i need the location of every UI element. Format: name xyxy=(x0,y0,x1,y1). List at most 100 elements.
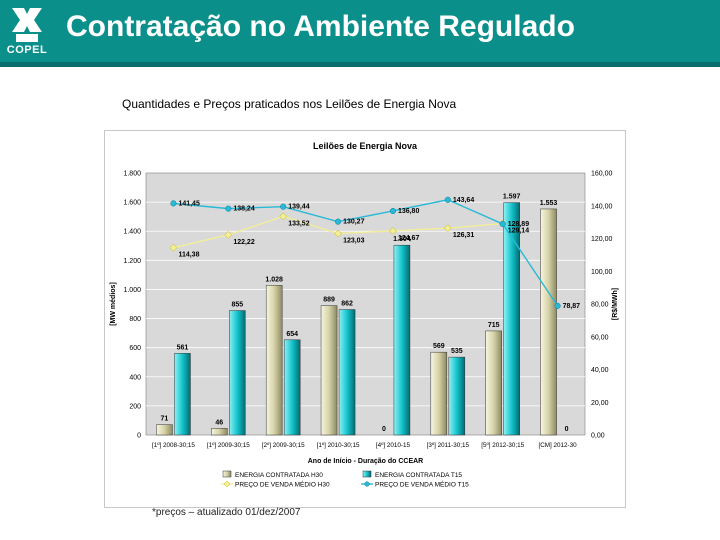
price-t15-point xyxy=(335,218,342,225)
y2-tick-label: 20,00 xyxy=(591,400,609,407)
price-h30-point xyxy=(334,229,342,238)
price-h30-label: 114,38 xyxy=(178,252,199,259)
header-divider xyxy=(0,62,720,67)
price-h30-label: 126,31 xyxy=(453,232,475,239)
y-tick-label: 0 xyxy=(137,433,141,440)
y-tick-label: 200 xyxy=(129,403,141,410)
price-t15-label: 141,45 xyxy=(178,200,200,207)
price-h30-point xyxy=(389,226,397,235)
chart-frame: Leilões de Energia Nova 0 200 400 600 800 1.00… xyxy=(104,130,626,508)
y-tick-label: 1.200 xyxy=(123,258,141,265)
price-h30-point xyxy=(169,243,178,252)
price-t15-label: 139,44 xyxy=(288,204,310,211)
price-h30-label: 122,22 xyxy=(233,239,255,246)
price-t15-label: 128,89 xyxy=(508,221,530,228)
y2-tick-label: 160,00 xyxy=(591,171,613,178)
data-label-t15: 654 xyxy=(286,331,298,338)
bar-h30 xyxy=(265,285,283,436)
bar-h30 xyxy=(211,428,228,436)
copel-logo-icon xyxy=(12,8,42,42)
x-category-label: [5º] 2012-30;15 xyxy=(481,442,524,449)
data-label-t15: 862 xyxy=(341,301,353,308)
data-label-t15: 561 xyxy=(177,344,189,351)
bar-t15 xyxy=(448,356,466,436)
price-t15-point xyxy=(554,302,561,309)
legend-swatch-t15 xyxy=(362,470,372,478)
y-tick-label: 1.800 xyxy=(123,171,141,178)
bar-h30 xyxy=(320,305,338,436)
data-label-t15: 0 xyxy=(565,426,569,433)
price-h30-label: 123,03 xyxy=(343,238,365,245)
y-tick-label: 1.000 xyxy=(123,287,141,294)
price-h30-point xyxy=(443,224,452,233)
data-label-h30: 569 xyxy=(433,343,445,350)
y2-tick-label: 0,00 xyxy=(591,433,605,440)
x-category-label: [1º] 2010-30;15 xyxy=(317,442,360,449)
price-t15-line xyxy=(173,199,559,307)
price-t15-point xyxy=(225,205,232,212)
price-h30-point xyxy=(224,231,233,239)
price-t15-label: 130,27 xyxy=(343,219,365,226)
y-tick-label: 600 xyxy=(129,345,141,352)
energy-auction-chart: Leilões de Energia Nova 0 200 400 600 800 1.00… xyxy=(110,141,619,489)
data-label-t15: 1.304 xyxy=(393,236,411,243)
data-label-t15: 535 xyxy=(451,348,463,355)
legend-label-t15: ENERGIA CONTRATADA T15 xyxy=(375,472,462,479)
data-label-h30: 1.553 xyxy=(540,200,558,207)
bar-h30 xyxy=(540,208,557,436)
chart-title: Leilões de Energia Nova xyxy=(313,141,418,151)
price-t15-label: 78,87 xyxy=(563,303,581,310)
y2-tick-label: 40,00 xyxy=(591,367,609,374)
y-axis-label: [MW médios] xyxy=(110,282,117,326)
y2-tick-label: 120,00 xyxy=(591,236,613,243)
price-t15-point xyxy=(389,207,396,215)
data-label-h30: 889 xyxy=(323,297,335,304)
bar-t15 xyxy=(393,244,411,436)
logo-text: COPEL xyxy=(6,44,48,56)
legend-marker-h30 xyxy=(223,480,231,488)
price-t15-label: 138,24 xyxy=(233,206,255,213)
data-label-t15: 1.597 xyxy=(503,194,521,201)
slide-header: COPEL Contratação no Ambiente Regulado xyxy=(0,0,720,62)
y2-tick-label: 60,00 xyxy=(591,334,609,341)
y-tick-label: 1.400 xyxy=(123,229,141,236)
price-h30-label: 124,67 xyxy=(398,235,420,242)
x-category-label: [2º] 2009-30;15 xyxy=(262,442,305,449)
x-category-label: [CM] 2012-30 xyxy=(538,442,577,449)
bar-h30 xyxy=(430,351,448,436)
slide-title: Contratação no Ambiente Regulado xyxy=(66,10,575,43)
price-t15-point xyxy=(170,200,177,207)
y-tick-label: 1.600 xyxy=(123,200,141,207)
legend-marker-t15 xyxy=(364,481,370,487)
data-label-t15: 855 xyxy=(231,302,243,309)
legend-label-price-t15: PREÇO DE VENDA MÉDIO T15 xyxy=(375,480,469,489)
bar-h30 xyxy=(485,330,502,436)
price-t15-label: 143,64 xyxy=(453,197,475,204)
price-h30-label: 133,52 xyxy=(288,220,310,227)
x-category-label: [3º] 2011-30;15 xyxy=(427,442,470,449)
price-h30-point xyxy=(279,212,288,221)
y-tick-label: 400 xyxy=(129,374,141,381)
bar-h30 xyxy=(156,424,173,436)
x-axis-label: Ano de Início - Duração do CCEAR xyxy=(308,458,424,465)
x-category-label: [4º] 2010-15 xyxy=(376,442,411,449)
footnote: *preços – atualizado 01/dez/2007 xyxy=(152,507,301,518)
legend-swatch-h30 xyxy=(222,470,232,478)
data-label-h30: 46 xyxy=(215,419,223,426)
data-label-h30: 1.028 xyxy=(265,276,283,283)
x-category-label: [1º] 2008-30;15 xyxy=(152,442,195,449)
y-tick-label: 800 xyxy=(129,316,141,323)
price-h30-label: 129,14 xyxy=(508,228,530,235)
bar-t15 xyxy=(229,310,246,436)
price-t15-point xyxy=(444,196,451,203)
y2-tick-label: 140,00 xyxy=(591,203,613,210)
bar-t15 xyxy=(338,309,356,436)
price-t15-point xyxy=(499,220,506,227)
x-category-label: [1º] 2009-30;15 xyxy=(207,442,250,449)
legend-label-price-h30: PREÇO DE VENDA MÉDIO H30 xyxy=(235,480,330,489)
y2-tick-label: 100,00 xyxy=(591,269,613,276)
data-label-h30: 715 xyxy=(488,322,500,329)
price-t15-point xyxy=(280,203,287,210)
y2-tick-label: 80,00 xyxy=(591,302,609,309)
chart-subtitle: Quantidades e Preços praticados nos Leil… xyxy=(122,97,457,111)
